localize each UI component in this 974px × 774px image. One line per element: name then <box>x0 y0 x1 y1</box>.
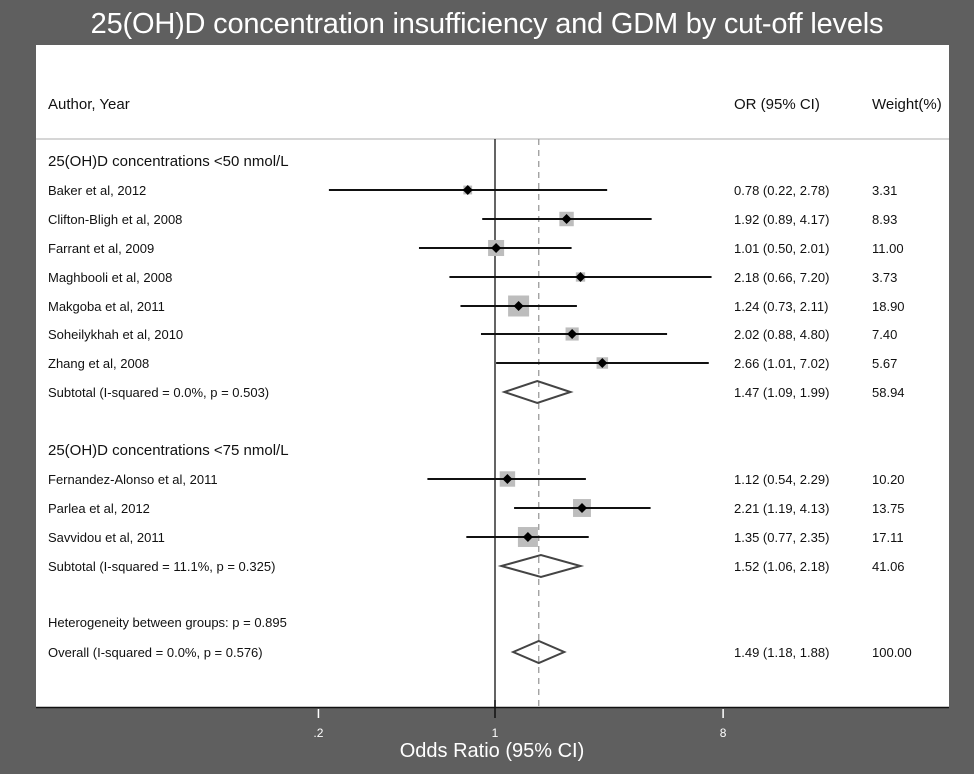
subtotal-row: Subtotal (I-squared = 11.1%, p = 0.325) 1… <box>48 553 905 579</box>
study-or-ci: 1.12 (0.54, 2.29) <box>734 472 829 487</box>
subtotal-weight: 58.94 <box>872 385 905 400</box>
study-weight: 18.90 <box>872 299 905 314</box>
study-label: Zhang et al, 2008 <box>48 356 149 371</box>
study-label: Parlea et al, 2012 <box>48 501 150 516</box>
chart-title: 25(OH)D concentration insufficiency and … <box>90 8 884 40</box>
x-tick-label: 1 <box>492 726 499 740</box>
heterogeneity-note: Heterogeneity between groups: p = 0.895 <box>48 615 287 630</box>
study-weight: 7.40 <box>872 327 897 342</box>
subtotal-or-ci: 1.47 (1.09, 1.99) <box>734 385 829 400</box>
study-or-ci: 2.21 (1.19, 4.13) <box>734 501 829 516</box>
study-label: Maghbooli et al, 2008 <box>48 270 172 285</box>
overall-label: Overall (I-squared = 0.0%, p = 0.576) <box>48 645 263 660</box>
study-weight: 3.31 <box>872 183 897 198</box>
study-weight: 10.20 <box>872 472 905 487</box>
point-estimate-marker <box>567 329 578 339</box>
point-estimate-marker <box>576 503 587 513</box>
column-header-or: OR (95% CI) <box>734 96 820 113</box>
study-weight: 11.00 <box>872 241 904 256</box>
point-estimate-marker <box>561 214 572 224</box>
study-or-ci: 1.24 (0.73, 2.11) <box>734 299 828 314</box>
study-weight: 13.75 <box>872 501 905 516</box>
x-tick-label: .2 <box>313 726 323 740</box>
plot-panel <box>36 45 949 707</box>
study-or-ci: 2.18 (0.66, 7.20) <box>734 270 829 285</box>
point-estimate-marker <box>522 532 533 542</box>
point-estimate-marker <box>575 272 586 282</box>
study-weight: 3.73 <box>872 270 897 285</box>
study-label: Baker et al, 2012 <box>48 183 146 198</box>
study-weight: 5.67 <box>872 356 897 371</box>
study-or-ci: 1.01 (0.50, 2.01) <box>734 241 829 256</box>
study-row: Savvidou et al, 2011 1.35 (0.77, 2.35) 17.… <box>48 527 904 547</box>
point-estimate-marker <box>597 358 608 368</box>
point-estimate-marker <box>502 474 513 484</box>
study-label: Clifton-Bligh et al, 2008 <box>48 212 182 227</box>
study-row: Baker et al, 2012 0.78 (0.22, 2.78) 3.31 <box>48 183 897 198</box>
study-or-ci: 0.78 (0.22, 2.78) <box>734 183 829 198</box>
x-axis-title: Odds Ratio (95% CI) <box>400 740 585 762</box>
overall-weight: 100.00 <box>872 645 912 660</box>
point-estimate-marker <box>513 301 524 311</box>
study-row: Farrant et al, 2009 1.01 (0.50, 2.01) 11.0… <box>48 239 904 257</box>
study-or-ci: 2.02 (0.88, 4.80) <box>734 327 829 342</box>
study-or-ci: 1.35 (0.77, 2.35) <box>734 530 829 545</box>
study-weight: 17.11 <box>872 530 904 545</box>
overall-or-ci: 1.49 (1.18, 1.88) <box>734 645 829 660</box>
study-or-ci: 2.66 (1.01, 7.02) <box>734 356 829 371</box>
study-or-ci: 1.92 (0.89, 4.17) <box>734 212 829 227</box>
study-row: Makgoba et al, 2011 1.24 (0.73, 2.11) 18.9… <box>48 295 905 317</box>
subtotal-row: Subtotal (I-squared = 0.0%, p = 0.503) 1.… <box>48 379 905 405</box>
x-axis-ticks: .2 1 8 <box>313 700 727 740</box>
subtotal-weight: 41.06 <box>872 559 905 574</box>
column-header-study: Author, Year <box>48 96 130 113</box>
group-heading: 25(OH)D concentrations <50 nmol/L <box>48 153 289 170</box>
column-header-weight: Weight(%) <box>872 96 942 113</box>
subtotal-diamond <box>501 379 574 405</box>
study-weight: 8.93 <box>872 212 897 227</box>
subtotal-label: Subtotal (I-squared = 0.0%, p = 0.503) <box>48 385 269 400</box>
study-label: Makgoba et al, 2011 <box>48 299 165 314</box>
subtotal-label: Subtotal (I-squared = 11.1%, p = 0.325) <box>48 559 275 574</box>
study-label: Soheilykhah et al, 2010 <box>48 327 183 342</box>
study-row: Zhang et al, 2008 2.66 (1.01, 7.02) 5.67 <box>48 356 897 371</box>
overall-row: Overall (I-squared = 0.0%, p = 0.576) 1.4… <box>48 639 912 665</box>
study-row: Fernandez-Alonso et al, 2011 1.12 (0.54, … <box>48 471 905 487</box>
point-estimate-marker <box>462 185 473 195</box>
point-estimate-marker <box>491 243 502 253</box>
subtotal-or-ci: 1.52 (1.06, 2.18) <box>734 559 829 574</box>
study-row: Soheilykhah et al, 2010 2.02 (0.88, 4.80)… <box>48 327 897 342</box>
group-heading: 25(OH)D concentrations <75 nmol/L <box>48 442 289 459</box>
study-row: Maghbooli et al, 2008 2.18 (0.66, 7.20) 3.… <box>48 270 897 285</box>
subtotal-diamond <box>497 553 585 579</box>
forest-rows: 25(OH)D concentrations <50 nmol/L Baker e… <box>48 153 912 665</box>
study-label: Farrant et al, 2009 <box>48 241 154 256</box>
study-label: Fernandez-Alonso et al, 2011 <box>48 472 218 487</box>
study-row: Clifton-Bligh et al, 2008 1.92 (0.89, 4.1… <box>48 211 897 227</box>
x-tick-label: 8 <box>720 726 727 740</box>
study-row: Parlea et al, 2012 2.21 (1.19, 4.13) 13.75 <box>48 499 905 517</box>
overall-diamond <box>510 639 567 665</box>
study-label: Savvidou et al, 2011 <box>48 530 165 545</box>
